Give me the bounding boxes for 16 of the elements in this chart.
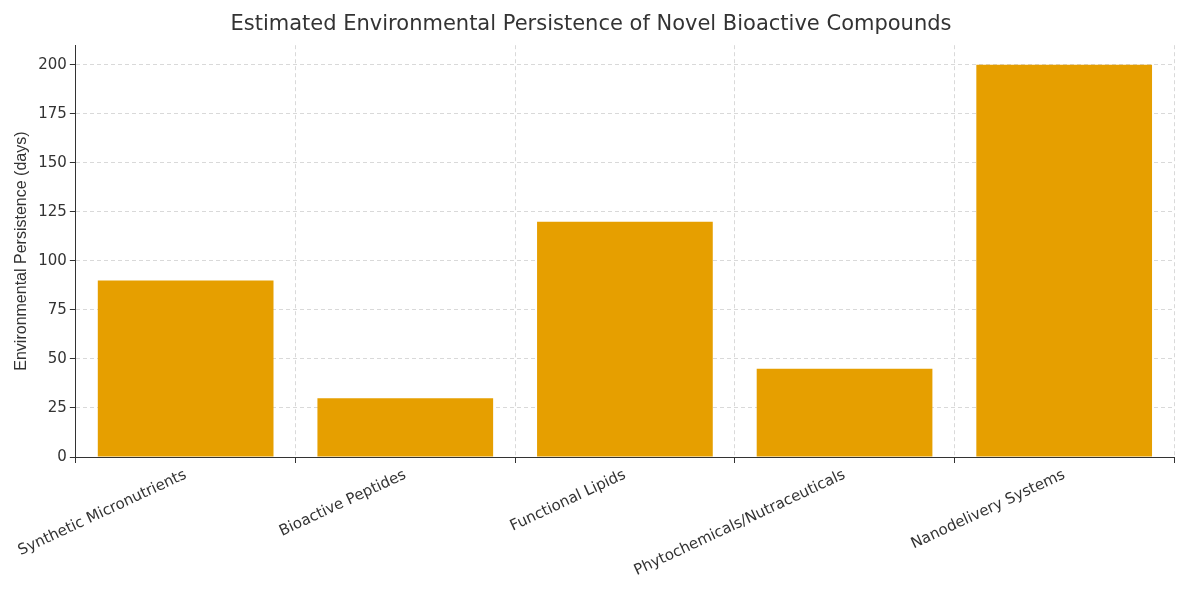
y-tick-label: 150 (38, 152, 67, 171)
y-tick-label: 100 (38, 250, 67, 269)
y-tick-label: 125 (38, 201, 67, 220)
y-axis-title: Environmental Persistence (days) (12, 131, 30, 371)
bar (97, 280, 274, 457)
bar (976, 64, 1153, 457)
y-tick-label: 200 (38, 54, 67, 73)
chart-title: Estimated Environmental Persistence of Novel Bioactive Compounds (230, 11, 952, 36)
bar (317, 398, 494, 457)
y-tick-label: 75 (47, 299, 67, 318)
bar (537, 221, 713, 457)
y-tick-label: 25 (47, 397, 67, 416)
y-tick-label: 175 (38, 103, 67, 122)
y-tick-label: 50 (47, 348, 67, 367)
bar (756, 368, 933, 457)
y-tick-label: 0 (57, 446, 67, 465)
